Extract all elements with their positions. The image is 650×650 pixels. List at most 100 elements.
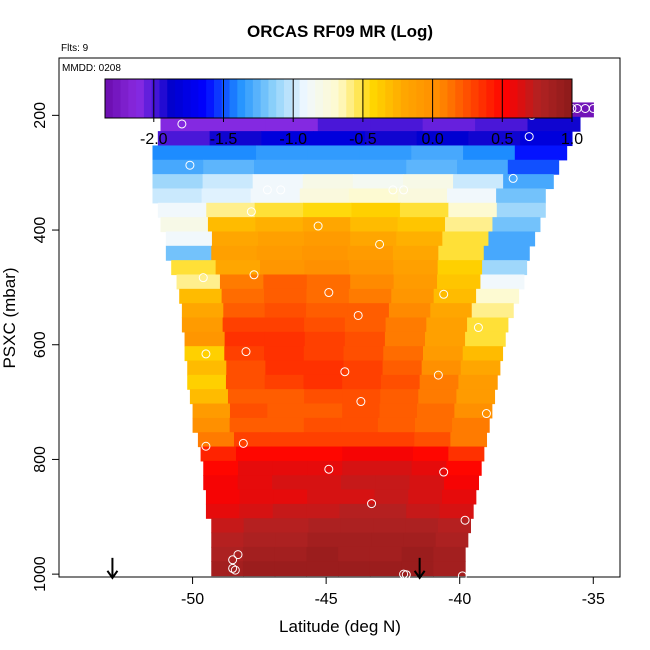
heatmap-cell bbox=[206, 202, 256, 218]
heatmap-cell bbox=[227, 389, 267, 405]
y-tick-label: 200 bbox=[32, 102, 49, 129]
colorbar-segment bbox=[377, 79, 386, 118]
heatmap-cell bbox=[468, 131, 521, 147]
observation-point bbox=[439, 467, 449, 477]
heatmap-cell bbox=[397, 217, 446, 233]
heatmap-cell bbox=[165, 245, 212, 261]
heatmap-cell bbox=[275, 532, 309, 548]
heatmap-cell bbox=[453, 174, 504, 190]
heatmap-cell bbox=[181, 303, 224, 319]
heatmap-cell bbox=[265, 116, 319, 132]
heatmap-cell bbox=[375, 475, 411, 491]
arrow-head bbox=[106, 570, 119, 580]
heatmap-cell bbox=[359, 145, 412, 161]
heatmap-cell bbox=[342, 460, 378, 476]
heatmap-cell bbox=[160, 116, 214, 132]
colorbar-segment bbox=[385, 79, 394, 118]
heatmap-cell bbox=[179, 288, 223, 304]
observation-point bbox=[508, 173, 518, 183]
x-tick-label: -50 bbox=[181, 591, 204, 608]
heatmap-cell bbox=[304, 389, 343, 405]
heatmap-cell bbox=[299, 188, 350, 204]
colorbar-tick-label: 0.5 bbox=[491, 131, 513, 148]
colorbar-segment bbox=[206, 79, 215, 118]
observation-point bbox=[473, 323, 483, 333]
heatmap-cell bbox=[221, 288, 265, 304]
heatmap-cell bbox=[435, 532, 469, 548]
observation-point bbox=[201, 349, 211, 359]
heatmap-cell bbox=[273, 489, 308, 505]
observation-point bbox=[375, 239, 385, 249]
heatmap-cell bbox=[211, 231, 259, 247]
colorbar-segment bbox=[400, 79, 410, 118]
heatmap-cell bbox=[302, 245, 349, 261]
heatmap-cell bbox=[480, 274, 525, 290]
heatmap-cell bbox=[377, 446, 414, 462]
observation-point bbox=[233, 550, 243, 560]
heatmap-cell bbox=[308, 518, 342, 534]
heatmap-cell bbox=[203, 475, 239, 491]
heatmap-cell bbox=[369, 561, 403, 577]
heatmap-cell bbox=[475, 116, 529, 132]
heatmap-cell bbox=[456, 389, 496, 405]
colorbar-segment bbox=[486, 79, 495, 118]
heatmap-cell bbox=[409, 475, 445, 491]
heatmap-cell bbox=[303, 417, 342, 433]
colorbar-segment bbox=[128, 79, 137, 118]
colorbar-segment bbox=[260, 79, 269, 118]
flight-arrows bbox=[106, 557, 426, 580]
heatmap-cell bbox=[176, 274, 221, 290]
heatmap-cell bbox=[304, 231, 351, 247]
heatmap-cell bbox=[242, 546, 276, 562]
heatmap-cell bbox=[254, 159, 306, 175]
heatmap-cell bbox=[476, 288, 520, 304]
heatmap-cell bbox=[274, 546, 308, 562]
heatmap-cell bbox=[339, 503, 374, 519]
heatmap-cell bbox=[304, 360, 345, 376]
heatmap-cell bbox=[406, 503, 441, 519]
heatmap-cell bbox=[256, 145, 309, 161]
heatmap-cell bbox=[342, 389, 381, 405]
heatmap-cell bbox=[267, 403, 306, 419]
heatmap-cell bbox=[242, 561, 276, 577]
heatmap-cell bbox=[152, 159, 204, 175]
heatmap-cell bbox=[250, 188, 301, 204]
heatmap-cell bbox=[222, 317, 264, 333]
heatmap-cell bbox=[374, 489, 409, 505]
heatmap-cell bbox=[471, 303, 514, 319]
heatmap-cell bbox=[458, 374, 498, 390]
heatmap-cell bbox=[343, 346, 384, 362]
heatmap-cell bbox=[229, 417, 268, 433]
colorbar-ticks: -2.0 -1.5 -1.0 -0.5 0.0 0.5 1.0 bbox=[140, 79, 583, 148]
heatmap-cell bbox=[348, 260, 394, 276]
heatmap-cell bbox=[364, 131, 418, 147]
heatmap-cell bbox=[197, 432, 235, 448]
heatmap-cell bbox=[243, 518, 277, 534]
colorbar bbox=[104, 78, 573, 119]
colorbar-segment bbox=[408, 79, 417, 118]
heatmap-cell bbox=[348, 288, 392, 304]
colorbar-segment bbox=[143, 79, 153, 118]
heatmap-cell bbox=[507, 159, 560, 175]
heatmap-cell bbox=[313, 131, 366, 147]
colorbar-segment bbox=[284, 79, 293, 118]
x-tick-label: -40 bbox=[448, 591, 471, 608]
colorbar-segment bbox=[167, 79, 176, 118]
heatmap-cell bbox=[444, 475, 480, 491]
heatmap-cell bbox=[492, 217, 541, 233]
observation-point bbox=[249, 270, 259, 280]
observation-point bbox=[324, 464, 334, 474]
observation-point bbox=[228, 555, 238, 565]
observation-point bbox=[262, 185, 272, 195]
colorbar-segment bbox=[190, 79, 199, 118]
observation-point bbox=[439, 289, 449, 299]
colorbar-segment bbox=[533, 79, 542, 118]
colorbar-segment bbox=[392, 79, 402, 118]
colorbar-segment bbox=[548, 79, 557, 118]
heatmap-cell bbox=[403, 532, 437, 548]
heatmap-cell bbox=[239, 489, 274, 505]
heatmap-cell bbox=[439, 503, 474, 519]
heatmap-cell bbox=[211, 532, 244, 548]
heatmap-cell bbox=[438, 518, 471, 534]
colorbar-segment bbox=[291, 79, 301, 118]
